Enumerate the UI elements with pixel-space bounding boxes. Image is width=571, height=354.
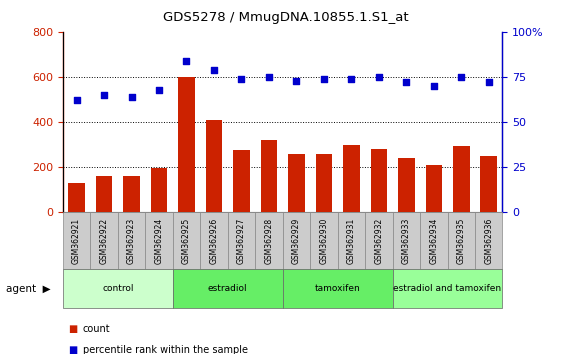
Text: GSM362936: GSM362936 bbox=[484, 217, 493, 264]
Bar bbox=[453, 146, 469, 212]
Bar bbox=[173, 212, 200, 269]
Bar bbox=[255, 212, 283, 269]
Bar bbox=[371, 149, 387, 212]
Bar bbox=[151, 169, 167, 212]
Bar bbox=[90, 212, 118, 269]
Text: GSM362935: GSM362935 bbox=[457, 217, 466, 264]
Bar bbox=[288, 154, 305, 212]
Bar bbox=[233, 150, 250, 212]
Point bbox=[154, 87, 163, 92]
Bar bbox=[337, 212, 365, 269]
Text: tamoxifen: tamoxifen bbox=[315, 284, 360, 293]
Bar bbox=[63, 212, 90, 269]
Point bbox=[99, 92, 108, 98]
Bar bbox=[425, 165, 442, 212]
Text: ■: ■ bbox=[69, 324, 78, 334]
Point bbox=[72, 98, 81, 103]
Text: GSM362922: GSM362922 bbox=[99, 218, 108, 264]
Point bbox=[210, 67, 219, 73]
Bar bbox=[343, 145, 360, 212]
Text: GSM362931: GSM362931 bbox=[347, 218, 356, 264]
Point bbox=[319, 76, 328, 82]
Bar bbox=[310, 212, 337, 269]
Text: GSM362929: GSM362929 bbox=[292, 218, 301, 264]
Point bbox=[374, 74, 383, 80]
Text: GDS5278 / MmugDNA.10855.1.S1_at: GDS5278 / MmugDNA.10855.1.S1_at bbox=[163, 11, 408, 24]
Bar bbox=[448, 212, 475, 269]
Bar bbox=[173, 269, 283, 308]
Text: GSM362923: GSM362923 bbox=[127, 218, 136, 264]
Text: percentile rank within the sample: percentile rank within the sample bbox=[83, 346, 248, 354]
Bar bbox=[96, 176, 112, 212]
Bar bbox=[261, 140, 277, 212]
Bar bbox=[393, 212, 420, 269]
Bar bbox=[398, 158, 415, 212]
Point bbox=[457, 74, 466, 80]
Bar bbox=[365, 212, 393, 269]
Text: GSM362934: GSM362934 bbox=[429, 217, 439, 264]
Point bbox=[484, 80, 493, 85]
Bar bbox=[63, 269, 173, 308]
Bar bbox=[123, 176, 140, 212]
Text: GSM362930: GSM362930 bbox=[319, 217, 328, 264]
Text: GSM362932: GSM362932 bbox=[375, 218, 383, 264]
Point bbox=[347, 76, 356, 82]
Point bbox=[429, 83, 439, 89]
Text: GSM362925: GSM362925 bbox=[182, 218, 191, 264]
Text: count: count bbox=[83, 324, 110, 334]
Text: GSM362933: GSM362933 bbox=[402, 217, 411, 264]
Bar bbox=[283, 212, 310, 269]
Bar bbox=[420, 212, 448, 269]
Bar bbox=[316, 154, 332, 212]
Text: GSM362924: GSM362924 bbox=[155, 218, 163, 264]
Text: GSM362926: GSM362926 bbox=[210, 218, 219, 264]
Bar bbox=[228, 212, 255, 269]
Text: estradiol: estradiol bbox=[208, 284, 247, 293]
Point bbox=[182, 58, 191, 64]
Text: estradiol and tamoxifen: estradiol and tamoxifen bbox=[393, 284, 501, 293]
Bar bbox=[200, 212, 228, 269]
Point bbox=[292, 78, 301, 84]
Text: GSM362921: GSM362921 bbox=[72, 218, 81, 264]
Text: control: control bbox=[102, 284, 134, 293]
Bar bbox=[475, 212, 502, 269]
Bar bbox=[69, 183, 85, 212]
Point bbox=[127, 94, 136, 100]
Point bbox=[237, 76, 246, 82]
Bar bbox=[145, 212, 173, 269]
Text: ■: ■ bbox=[69, 346, 78, 354]
Bar bbox=[283, 269, 393, 308]
Bar bbox=[393, 269, 502, 308]
Point bbox=[402, 80, 411, 85]
Text: GSM362928: GSM362928 bbox=[264, 218, 274, 264]
Bar bbox=[178, 77, 195, 212]
Text: GSM362927: GSM362927 bbox=[237, 218, 246, 264]
Point bbox=[264, 74, 274, 80]
Bar bbox=[118, 212, 145, 269]
Text: agent  ▶: agent ▶ bbox=[6, 284, 50, 293]
Bar bbox=[481, 156, 497, 212]
Bar bbox=[206, 120, 222, 212]
